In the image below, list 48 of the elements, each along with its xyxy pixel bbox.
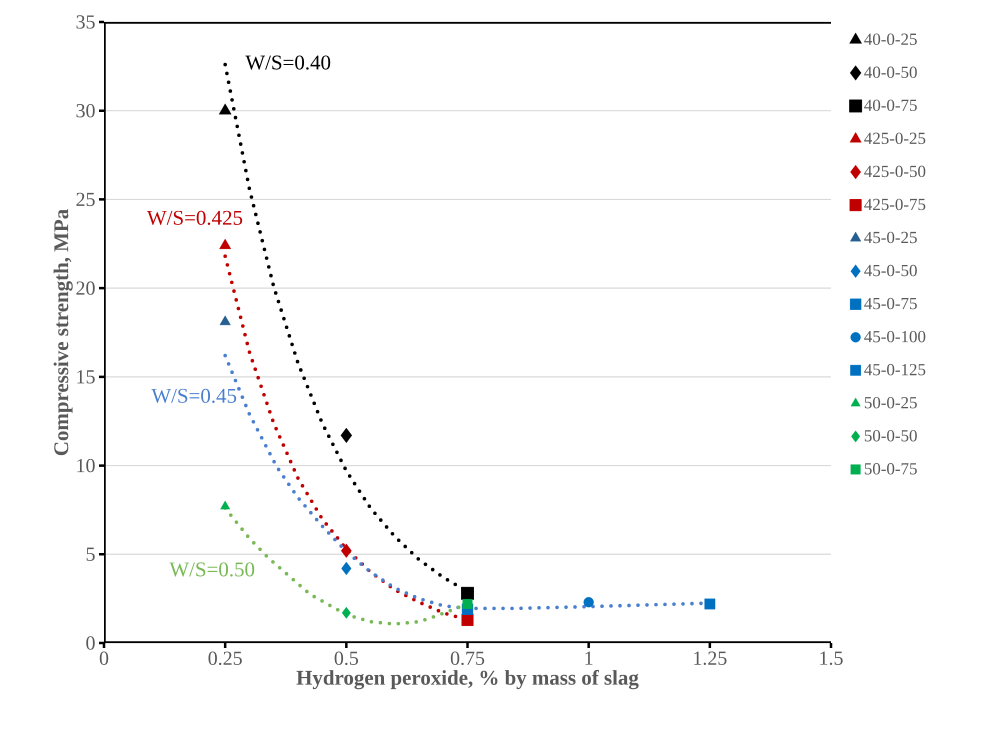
legend-label: 40-0-25 — [864, 34, 917, 45]
legend-label: 40-0-75 — [864, 100, 917, 112]
x-tick-label: 1 — [585, 652, 592, 665]
x-axis-title: Hydrogen peroxide, % by mass of slag — [296, 670, 639, 690]
point — [220, 500, 230, 510]
x-tick-label: 0.25 — [208, 652, 242, 666]
legend-label: 45-0-75 — [864, 298, 917, 310]
y-tick-label: 25 — [76, 192, 95, 206]
y-tick-label: 35 — [76, 15, 95, 29]
x-tick-label: 1.5 — [820, 652, 843, 665]
x-tick-label: 0 — [100, 652, 108, 665]
y-tick-label: 5 — [86, 548, 95, 561]
y-tick-label: 10 — [77, 458, 95, 472]
y-tick-label: 15 — [77, 370, 95, 384]
x-tick-label: 0.5 — [334, 652, 358, 666]
legend-label: 45-0-25 — [864, 232, 917, 244]
legend-label: 425-0-25 — [864, 132, 926, 144]
point — [461, 614, 474, 626]
legend-label: 45-0-50 — [864, 264, 917, 276]
legend-label: 50-0-25 — [864, 396, 917, 408]
legend-label: 40-0-50 — [864, 66, 917, 78]
legend-label: 425-0-50 — [864, 166, 926, 178]
annotation: W/S=0.50 — [169, 562, 254, 577]
annotation: W/S=0.40 — [245, 55, 330, 70]
y-tick-label: 0 — [86, 636, 95, 650]
annotation: W/S=0.425 — [146, 210, 242, 225]
point — [218, 104, 232, 114]
y-tick-label: 20 — [76, 281, 95, 295]
point — [342, 606, 351, 619]
point — [462, 598, 473, 609]
legend-label: 50-0-50 — [864, 430, 917, 442]
x-tick-label: 0.75 — [450, 652, 484, 666]
y-axis-title: Compressive strength, MPa — [54, 209, 73, 456]
point — [584, 597, 594, 608]
point — [220, 315, 231, 326]
point — [340, 428, 352, 443]
legend-label: 45-0-100 — [864, 330, 926, 342]
x-tick-label: 1.25 — [694, 652, 726, 665]
legend-label: 425-0-75 — [864, 198, 926, 210]
y-tick-label: 30 — [76, 104, 95, 118]
point — [341, 562, 352, 576]
point — [219, 238, 232, 250]
legend-label: 45-0-125 — [864, 364, 926, 376]
point — [340, 544, 352, 558]
annotation: W/S=0.45 — [151, 388, 236, 403]
point — [461, 586, 474, 600]
legend-label: 50-0-75 — [864, 463, 917, 474]
point — [704, 598, 716, 610]
